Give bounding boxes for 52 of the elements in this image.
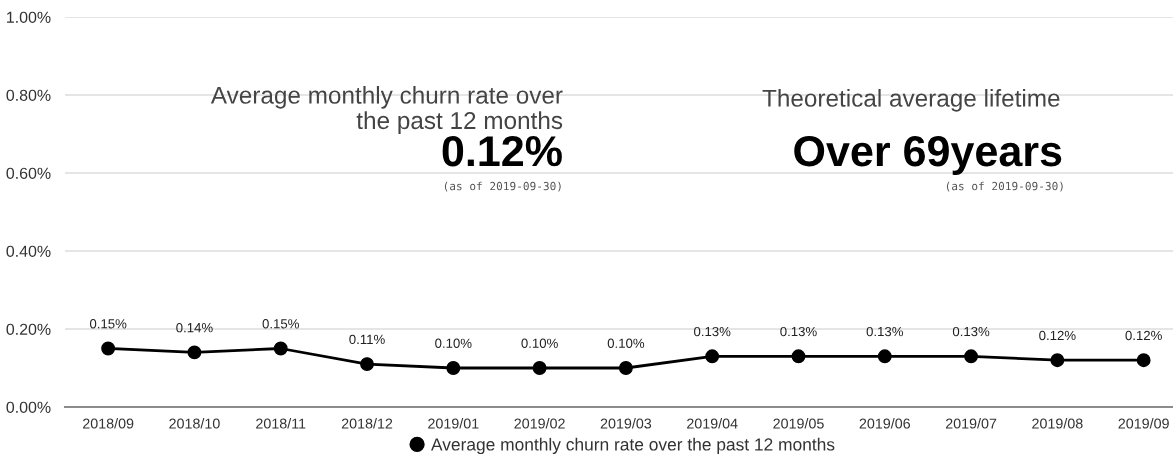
data-label: 0.13% <box>952 326 990 337</box>
data-label: 0.15% <box>89 319 127 329</box>
point <box>360 357 374 372</box>
point <box>791 349 806 364</box>
x-tick-label: 2019/03 <box>600 418 652 429</box>
data-label: 0.11% <box>349 334 385 345</box>
annotation: Average monthly churn rate over the past 12 months <box>210 86 563 134</box>
annotation: Over 69years <box>794 135 1062 175</box>
x-tick-label: 2019/04 <box>687 418 738 429</box>
point <box>273 341 288 356</box>
data-label: 0.13% <box>694 326 731 337</box>
data-label: 0.13% <box>866 326 904 337</box>
data-label: 0.10% <box>435 338 472 348</box>
point <box>1050 353 1065 368</box>
x-tick-label: 2019/09 <box>1118 418 1169 429</box>
x-tick-label: 2019/08 <box>1032 418 1083 429</box>
point <box>187 345 202 360</box>
x-tick-label: 2018/11 <box>256 418 306 429</box>
x-tick-label: 2018/12 <box>341 418 393 429</box>
annotation: (as of 2019-09-30) <box>444 181 561 192</box>
data-label: 0.14% <box>176 322 213 333</box>
data-label: 0.10% <box>521 338 558 348</box>
data-label: 0.15% <box>262 319 299 329</box>
annotation: Theoretical average lifetime <box>762 89 1060 112</box>
x-tick-label: 2018/10 <box>169 418 220 429</box>
annotation: 0.12% <box>442 135 562 167</box>
legend-label: Average monthly churn rate over the past 12 months <box>431 437 835 455</box>
data-label: 0.10% <box>607 338 645 348</box>
annotation: (as of 2019-09-30) <box>946 181 1063 192</box>
y-tick-label: 0.20% <box>6 323 51 335</box>
y-tick-label: 1.00% <box>7 11 51 23</box>
data-label: 0.12% <box>1125 330 1162 341</box>
point <box>532 361 547 375</box>
data-label: 0.12% <box>1039 330 1076 341</box>
y-tick-label: 0.60% <box>6 167 51 179</box>
point <box>101 341 116 356</box>
x-tick-label: 2018/09 <box>83 418 134 429</box>
x-tick-label: 2019/02 <box>514 418 565 429</box>
x-tick-label: 2019/07 <box>945 418 997 429</box>
point <box>618 361 633 375</box>
point <box>877 349 892 364</box>
point <box>1136 353 1151 368</box>
point <box>964 349 979 364</box>
point <box>705 349 720 364</box>
y-tick-label: 0.00% <box>6 401 51 413</box>
point <box>446 361 461 375</box>
x-tick-label: 2019/05 <box>773 418 824 429</box>
x-tick-label: 2019/01 <box>428 418 479 429</box>
data-label: 0.13% <box>780 326 817 337</box>
x-tick-label: 2019/06 <box>859 418 911 429</box>
y-tick-label: 0.80% <box>6 89 51 101</box>
y-tick-label: 0.40% <box>6 245 51 257</box>
